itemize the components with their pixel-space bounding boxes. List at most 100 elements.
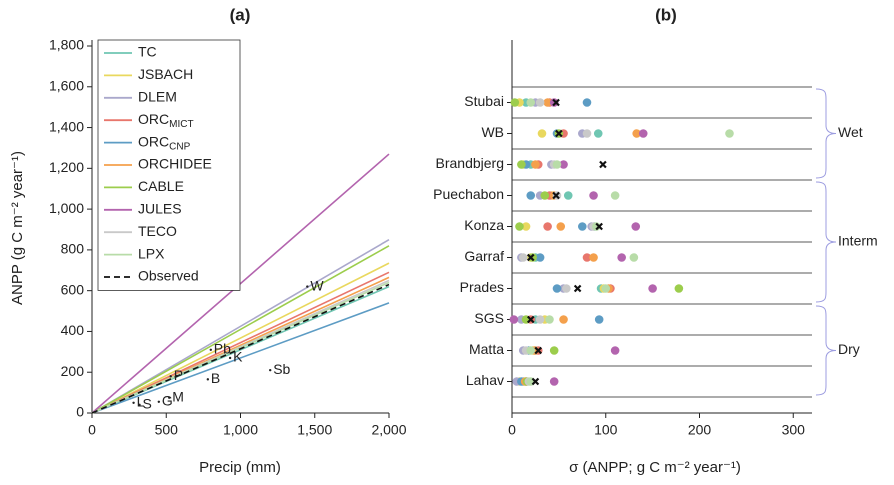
legend-label: DLEM xyxy=(138,89,177,105)
x-tick-label: 2,000 xyxy=(371,422,406,438)
legend-label: ORCCNP xyxy=(138,133,191,152)
model-dot xyxy=(594,315,604,324)
legend-label: JSBACH xyxy=(138,66,193,82)
observed-marker xyxy=(552,98,560,107)
model-dot xyxy=(517,160,526,169)
model-dot xyxy=(531,160,540,169)
model-dot xyxy=(526,98,536,107)
series-line xyxy=(91,153,390,414)
model-dot xyxy=(556,222,566,231)
model-dot xyxy=(674,284,684,293)
model-dot xyxy=(535,315,545,324)
observed-marker xyxy=(526,253,535,262)
model-dot xyxy=(559,315,568,324)
model-dot xyxy=(648,284,657,293)
model-dot xyxy=(578,222,587,231)
model-dot xyxy=(537,129,547,138)
model-dot xyxy=(521,222,531,231)
y-tick-label: 1,200 xyxy=(49,159,84,175)
group-brace xyxy=(815,88,837,179)
model-dot xyxy=(543,222,552,231)
observed-marker xyxy=(534,346,543,355)
model-dot xyxy=(582,98,592,107)
y-tick-label: Konza xyxy=(464,217,504,233)
site-point xyxy=(206,378,210,381)
x-tick-label: 0 xyxy=(508,422,516,438)
site-label: P xyxy=(174,367,183,383)
model-dot xyxy=(549,377,559,386)
site-point xyxy=(132,401,135,405)
model-dot xyxy=(638,129,648,138)
site-point xyxy=(228,356,232,360)
x-tick-label: 200 xyxy=(688,422,712,438)
legend-label: CABLE xyxy=(138,178,184,194)
site-point xyxy=(157,400,161,403)
model-dot xyxy=(559,160,568,169)
model-dot xyxy=(526,346,536,355)
group-label: Wet xyxy=(838,124,863,140)
group-label: Interm xyxy=(838,233,878,249)
x-tick-label: 0 xyxy=(88,422,96,438)
site-point xyxy=(269,368,272,372)
model-dot xyxy=(589,191,598,200)
legend-label: ORCHIDEE xyxy=(138,156,212,172)
observed-marker xyxy=(595,222,603,231)
model-dot xyxy=(610,191,620,200)
model-dot xyxy=(582,253,592,262)
model-dot xyxy=(563,191,573,200)
model-dot xyxy=(629,253,639,262)
y-tick-label: 1,000 xyxy=(49,200,84,216)
site-point xyxy=(168,396,171,399)
model-dot xyxy=(552,160,562,169)
group-brace xyxy=(815,305,837,396)
observed-marker xyxy=(531,377,540,386)
series-line xyxy=(91,302,390,414)
model-dot xyxy=(632,129,641,138)
observed-marker xyxy=(526,315,535,324)
y-tick-label: 1,800 xyxy=(49,37,84,53)
x-tick-label: 300 xyxy=(782,422,806,438)
model-dot xyxy=(589,253,598,262)
site-label: M xyxy=(172,388,184,404)
y-tick-label: 0 xyxy=(76,404,84,420)
model-dot xyxy=(526,191,536,200)
y-tick-label: SGS xyxy=(474,310,504,326)
legend-label: LPX xyxy=(138,245,165,261)
site-label: G xyxy=(162,392,173,408)
model-dot xyxy=(552,284,562,293)
panel-a-y-label: ANPP (g C m⁻² year⁻¹) xyxy=(9,151,26,305)
y-tick-label: 800 xyxy=(61,241,85,257)
model-dot xyxy=(631,222,641,231)
model-dot xyxy=(725,129,734,138)
y-tick-label: Garraf xyxy=(464,248,504,264)
site-label: S xyxy=(143,396,152,412)
legend-label: TC xyxy=(138,44,157,60)
legend-label: ORCMICT xyxy=(138,111,194,130)
legend-label: JULES xyxy=(138,201,182,217)
y-tick-label: Matta xyxy=(469,341,504,357)
model-dot xyxy=(518,253,528,262)
series-line xyxy=(91,262,390,414)
model-dot xyxy=(509,315,519,324)
model-dot xyxy=(515,222,524,231)
x-tick-label: 500 xyxy=(155,422,179,438)
observed-marker xyxy=(552,191,560,200)
observed-marker xyxy=(555,129,563,138)
model-dot xyxy=(549,346,559,355)
y-tick-label: Prades xyxy=(460,279,504,295)
model-dot xyxy=(510,98,520,107)
legend-label: Observed xyxy=(138,268,199,284)
series-line xyxy=(91,283,390,414)
site-point xyxy=(169,375,172,378)
model-dot xyxy=(601,284,611,293)
model-dot xyxy=(562,284,571,293)
x-tick-label: 1,000 xyxy=(223,422,258,438)
x-tick-label: 1,500 xyxy=(297,422,332,438)
site-label: K xyxy=(233,349,243,365)
model-dot xyxy=(535,98,545,107)
model-dot xyxy=(540,191,550,200)
legend-label: TECO xyxy=(138,223,177,239)
model-dot xyxy=(610,346,620,355)
y-tick-label: Puechabon xyxy=(433,186,504,202)
site-label: L xyxy=(137,394,145,410)
